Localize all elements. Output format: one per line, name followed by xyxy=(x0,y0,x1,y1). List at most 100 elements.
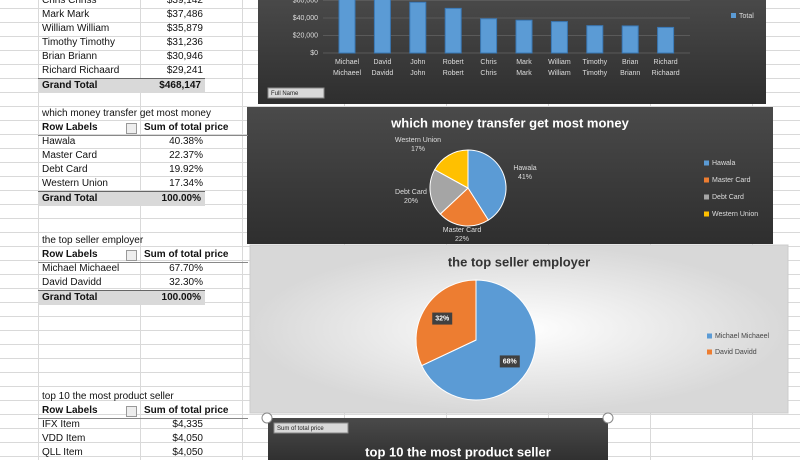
data-label-box xyxy=(432,312,453,325)
chart-title: which money transfer get most money xyxy=(390,115,629,130)
bar xyxy=(550,21,568,54)
x-tick-label: David Davidd xyxy=(372,59,394,77)
row-value: $30,946 xyxy=(166,51,203,62)
y-tick-label: $0 xyxy=(310,50,318,57)
legend-swatch xyxy=(707,349,712,355)
row-label: IFX Item xyxy=(42,419,80,430)
selection-handle[interactable] xyxy=(602,412,614,424)
bar xyxy=(338,0,356,54)
chart-title: top 10 the most product seller xyxy=(365,444,551,459)
legend-label: Total xyxy=(739,13,754,20)
data-label-value: 20% xyxy=(404,198,418,205)
bar xyxy=(480,18,498,54)
header-cell: Sum of total price xyxy=(144,405,229,416)
bar xyxy=(515,19,533,54)
data-label-name: Hawala xyxy=(513,165,536,172)
chart-button-label: Sum of total price xyxy=(277,426,324,432)
pivot-row: VDD Item $4,050 xyxy=(38,432,248,446)
bar xyxy=(409,1,427,54)
chart-area xyxy=(247,107,773,244)
row-label: William William xyxy=(42,23,110,34)
bar xyxy=(444,7,462,54)
row-label: Chris Chriss xyxy=(42,0,97,6)
filter-dropdown[interactable] xyxy=(126,250,137,261)
legend-label: Western Union xyxy=(712,211,758,218)
pivot-row: Richard Richaard $29,241 xyxy=(38,64,248,78)
bar xyxy=(373,0,391,54)
pivot-title-text: the top seller employer xyxy=(42,235,144,246)
header-cell: Sum of total price xyxy=(144,122,229,133)
x-tick-label: William William xyxy=(548,59,571,77)
pivot-row: Mark Mark $37,486 xyxy=(38,8,248,22)
pivot-header: Row Labels Sum of total price xyxy=(38,404,248,419)
x-tick-label: Mark Mark xyxy=(516,59,532,77)
bar xyxy=(657,26,675,54)
row-value: $35,879 xyxy=(166,23,203,34)
row-value: 32.30% xyxy=(169,277,203,288)
y-tick-label: $40,000 xyxy=(293,15,318,22)
row-label: Mark Mark xyxy=(42,9,90,20)
pivot-title: which money transfer get most money xyxy=(38,107,238,121)
legend-swatch xyxy=(707,333,712,339)
row-label: Richard Richaard xyxy=(42,65,120,76)
row-label: Master Card xyxy=(42,150,98,161)
chart-button[interactable] xyxy=(273,422,349,434)
legend-swatch xyxy=(704,160,709,166)
data-label-name: Debt Card xyxy=(395,189,427,196)
header-cell: Row Labels xyxy=(42,249,98,260)
pivot-row: Brian Briann $30,946 xyxy=(38,50,248,64)
selection-handle[interactable] xyxy=(261,412,273,424)
row-label: QLL Item xyxy=(42,447,83,458)
x-tick-label: Michael Michaeel xyxy=(333,59,361,77)
pie-slice xyxy=(429,169,469,215)
header-cell: Sum of total price xyxy=(144,249,229,260)
filter-dropdown[interactable] xyxy=(126,406,137,417)
legend-swatch xyxy=(704,177,709,183)
pie-slice xyxy=(421,279,537,401)
legend-swatch xyxy=(731,13,736,18)
y-tick-label: $60,000 xyxy=(293,0,318,4)
pivot-title-text: top 10 the most product seller xyxy=(42,391,174,402)
row-label: Timothy Timothy xyxy=(42,37,115,48)
x-tick-label: Timothy Timothy xyxy=(582,59,607,77)
pivot-row: Hawala 40.38% xyxy=(38,135,248,149)
pivot-row: IFX Item $4,335 xyxy=(38,418,248,432)
row-value: 19.92% xyxy=(169,164,203,175)
pivot-title-text: which money transfer get most money xyxy=(42,108,211,119)
pivot-row: Debt Card 19.92% xyxy=(38,163,248,177)
row-value: 67.70% xyxy=(169,263,203,274)
row-label: Western Union xyxy=(42,178,108,189)
pivot-total: Grand Total 100.00% xyxy=(38,191,205,206)
pie-slice xyxy=(439,187,490,227)
legend-swatch xyxy=(704,211,709,217)
filter-dropdown[interactable] xyxy=(126,123,137,134)
total-value: 100.00% xyxy=(161,193,201,204)
row-label: David Davidd xyxy=(42,277,102,288)
row-value: $39,142 xyxy=(166,0,203,6)
row-value: $4,050 xyxy=(172,433,203,444)
row-value: 17.34% xyxy=(169,178,203,189)
pie-slice xyxy=(434,149,469,189)
pivot-row: Michael Michaeel 67.70% xyxy=(38,262,248,276)
header-cell: Row Labels xyxy=(42,405,98,416)
data-label-box xyxy=(499,355,520,368)
row-value: 22.37% xyxy=(169,150,203,161)
pivot-row: William William $35,879 xyxy=(38,22,248,36)
pivot-total: Grand Total 100.00% xyxy=(38,290,205,305)
pivot-row: Timothy Timothy $31,236 xyxy=(38,36,248,50)
data-label-value: 41% xyxy=(518,174,532,181)
legend-label: Michael Michaeel xyxy=(715,333,770,340)
x-tick-label: Richard Richaard xyxy=(652,59,680,77)
chart-area xyxy=(249,244,789,414)
pivot-title: the top seller employer xyxy=(38,234,238,248)
data-label-value: 68% xyxy=(503,358,518,365)
chart-button[interactable] xyxy=(267,87,325,99)
x-tick-label: Brian Briann xyxy=(620,59,640,77)
row-value: 40.38% xyxy=(169,136,203,147)
chart-button-label: Full Name xyxy=(271,91,299,97)
header-cell: Row Labels xyxy=(42,122,98,133)
row-value: $37,486 xyxy=(166,9,203,20)
row-label: Brian Briann xyxy=(42,51,98,62)
